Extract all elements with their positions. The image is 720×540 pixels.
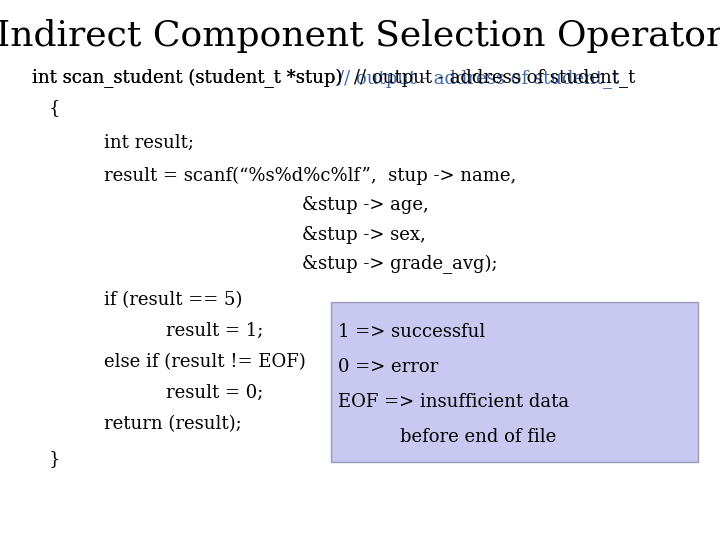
Text: EOF => insufficient data: EOF => insufficient data	[338, 393, 570, 411]
Text: return (result);: return (result);	[104, 415, 242, 433]
Text: }: }	[48, 450, 60, 468]
Text: int scan_student (student_t *stup): int scan_student (student_t *stup)	[32, 69, 354, 88]
Text: else if (result != EOF): else if (result != EOF)	[104, 353, 306, 371]
Text: result = 1;: result = 1;	[166, 321, 263, 340]
Text: if (result == 5): if (result == 5)	[104, 291, 243, 309]
Text: 0 => error: 0 => error	[338, 358, 438, 376]
Text: {: {	[48, 99, 60, 117]
Text: int result;: int result;	[104, 134, 194, 152]
Text: &stup -> grade_avg);: &stup -> grade_avg);	[302, 255, 498, 274]
Text: &stup -> age,: &stup -> age,	[302, 196, 429, 214]
Text: before end of file: before end of file	[400, 428, 556, 447]
Text: Indirect Component Selection Operator: Indirect Component Selection Operator	[0, 19, 720, 53]
Text: &stup -> sex,: &stup -> sex,	[302, 226, 426, 244]
Text: 1 => successful: 1 => successful	[338, 323, 486, 341]
FancyBboxPatch shape	[331, 302, 698, 462]
Text: result = scanf(“%s%d%c%lf”,  stup -> name,: result = scanf(“%s%d%c%lf”, stup -> name…	[104, 166, 517, 185]
Text: // output - address of student_t: // output - address of student_t	[338, 69, 620, 88]
Text: result = 0;: result = 0;	[166, 384, 263, 402]
Text: int scan_student (student_t *stup)  // output - address of student_t: int scan_student (student_t *stup) // ou…	[32, 69, 636, 88]
